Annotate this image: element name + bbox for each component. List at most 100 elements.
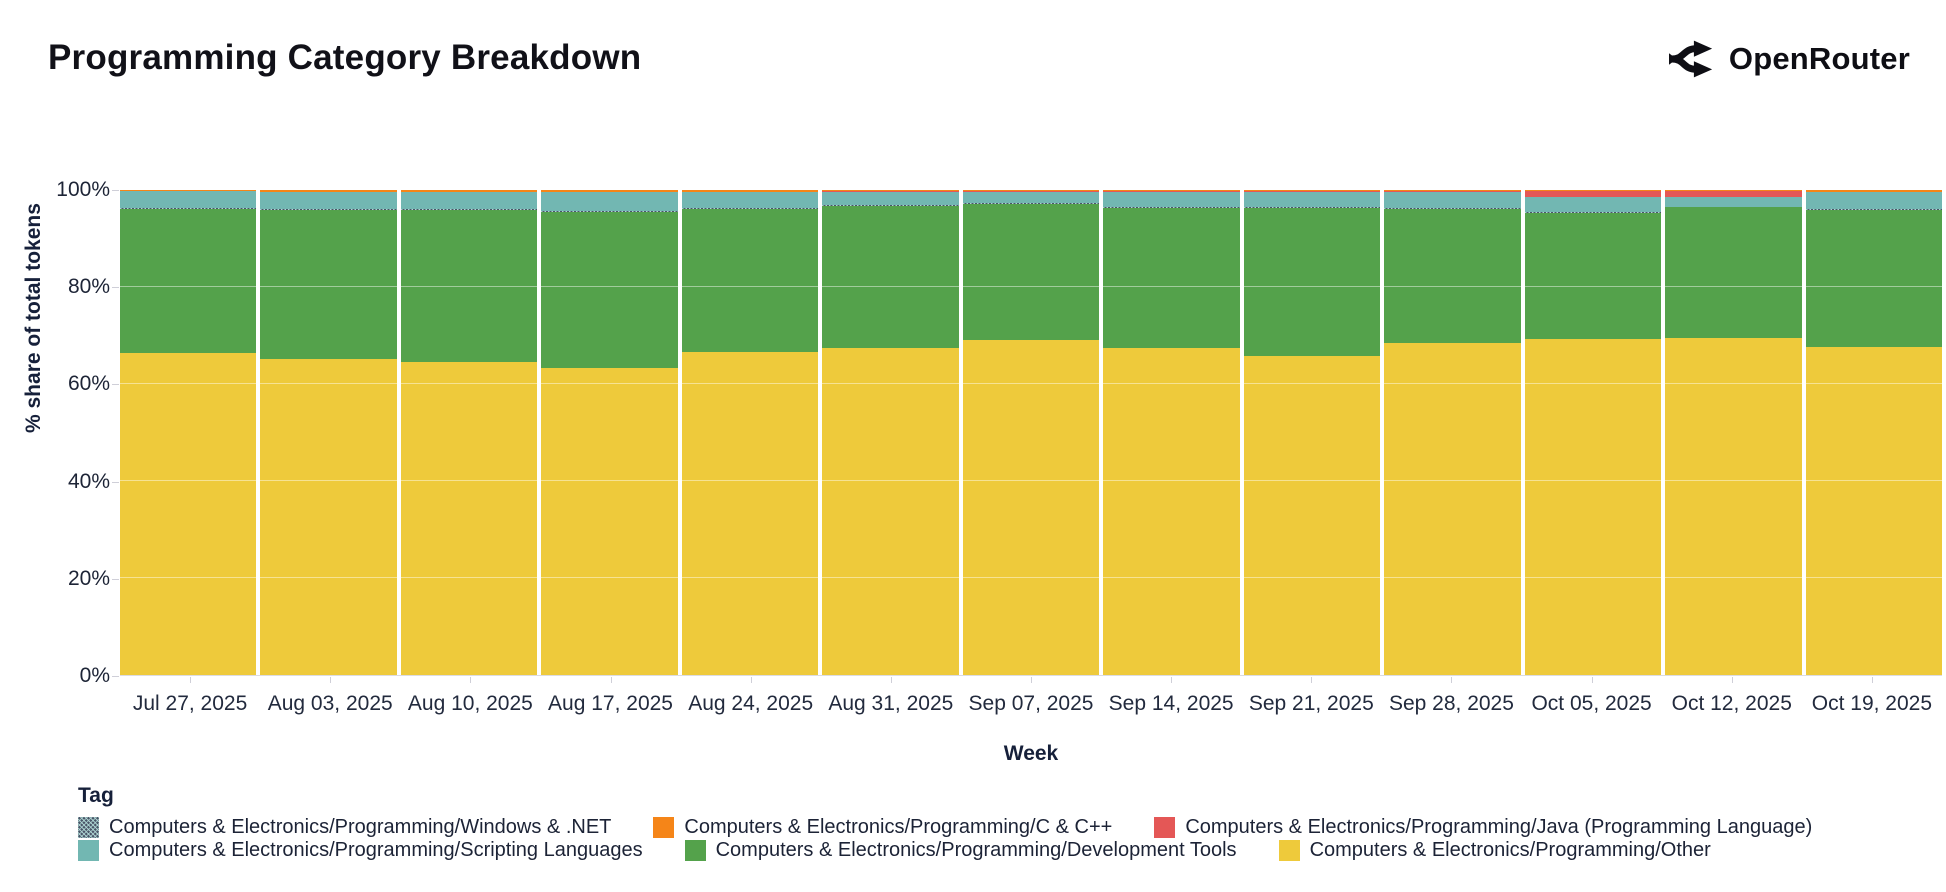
segment-c-cpp (400, 190, 538, 192)
segment-windows-net (822, 204, 959, 206)
x-tick-label-10: Sep 28, 2025 (1388, 692, 1514, 715)
x-tick-mark-7 (1031, 677, 1032, 683)
bar-oct-19-2025[interactable] (1805, 190, 1943, 675)
x-tick-label-13: Oct 19, 2025 (1811, 692, 1933, 715)
segment-windows-net (1103, 207, 1240, 208)
x-tick-label-9: Sep 21, 2025 (1248, 692, 1374, 715)
legend-title: Tag (78, 784, 114, 807)
x-tick-label-3: Aug 10, 2025 (407, 692, 533, 715)
x-tick-label-2: Aug 03, 2025 (267, 692, 393, 715)
segment-scripting-languages (1805, 192, 1943, 210)
segment-windows-net (400, 209, 538, 211)
legend-item-scripting-languages: Computers & Electronics/Programming/Scri… (78, 839, 643, 862)
y-tick-mark-60 (112, 384, 119, 386)
x-tick-mark-13 (1871, 677, 1873, 683)
segment-scripting-languages (1665, 196, 1802, 207)
legend-swatch-development-tools (684, 840, 706, 861)
segment-scripting-languages (120, 191, 257, 208)
segment-c-cpp (1384, 190, 1521, 192)
segment-scripting-languages (260, 192, 397, 209)
bar-aug-10-2025[interactable] (400, 190, 538, 675)
segment-java (1524, 191, 1662, 197)
bar-jul-27-2025[interactable] (120, 190, 257, 675)
openrouter-wordmark: OpenRouter (1728, 41, 1910, 76)
legend-swatch-c-cpp (653, 817, 675, 838)
segment-other (1384, 343, 1521, 675)
segment-other (541, 368, 678, 675)
legend-label-windows-net: Computers & Electronics/Programming/Wind… (109, 816, 612, 838)
x-tick-mark-6 (890, 677, 892, 683)
x-tick-mark-8 (1171, 677, 1173, 683)
x-tick-label-4: Aug 17, 2025 (548, 692, 673, 715)
segment-development-tools (681, 209, 819, 352)
segment-c-cpp (1524, 190, 1662, 191)
y-tick-label-100: 100% (56, 178, 110, 201)
segment-development-tools (1103, 207, 1240, 349)
bar-sep-21-2025[interactable] (1243, 190, 1381, 675)
bar-aug-03-2025[interactable] (260, 190, 397, 675)
legend-label-java: Computers & Electronics/Programming/Java… (1185, 816, 1813, 838)
segment-windows-net (1665, 206, 1802, 208)
segment-development-tools (962, 203, 1100, 340)
legend-swatch-windows-net (78, 817, 99, 838)
bar-sep-14-2025[interactable] (1103, 190, 1240, 675)
segment-other (1665, 337, 1802, 675)
x-tick-mark-10 (1451, 677, 1453, 683)
y-axis-title: % share of total tokens (22, 203, 45, 433)
x-tick-label-5: Aug 24, 2025 (688, 692, 814, 715)
legend-item-development-tools: Computers & Electronics/Programming/Deve… (684, 839, 1237, 862)
x-tick-mark-5 (750, 677, 752, 683)
segment-c-cpp (1243, 190, 1381, 192)
x-tick-label-6: Aug 31, 2025 (828, 692, 954, 715)
segment-c-cpp (1665, 190, 1802, 192)
bar-aug-17-2025[interactable] (541, 190, 678, 675)
bar-aug-24-2025[interactable] (681, 190, 819, 675)
segment-scripting-languages (1243, 191, 1381, 208)
segment-c-cpp (260, 190, 397, 192)
x-tick-mark-2 (330, 677, 332, 683)
segment-other (400, 361, 538, 675)
legend: Tag Computers & Electronics/Programming/… (78, 784, 1916, 862)
segment-scripting-languages (1384, 191, 1521, 208)
x-tick-label-11: Oct 05, 2025 (1531, 692, 1652, 715)
segment-scripting-languages (681, 192, 819, 209)
legend-item-other: Computers & Electronics/Programming/Othe… (1278, 839, 1711, 862)
y-tick-label-40: 40% (67, 469, 110, 493)
bar-oct-05-2025[interactable] (1524, 190, 1662, 675)
x-tick-label-12: Oct 12, 2025 (1671, 692, 1792, 715)
segment-other (1243, 355, 1381, 675)
segment-windows-net (1524, 212, 1662, 214)
y-tick-mark-100 (112, 190, 119, 191)
x-tick-mark-11 (1591, 677, 1593, 683)
segment-development-tools (1384, 208, 1521, 344)
bar-aug-31-2025[interactable] (822, 190, 959, 675)
bar-oct-12-2025[interactable] (1665, 190, 1802, 675)
segment-other (1103, 348, 1240, 675)
y-tick-mark-80 (112, 287, 119, 289)
segment-java (1665, 191, 1802, 197)
legend-rows: Computers & Electronics/Programming/Wind… (78, 816, 1916, 862)
segment-development-tools (1665, 207, 1802, 338)
openrouter-logo: OpenRouter (1668, 36, 1910, 82)
legend-item-c-cpp: Computers & Electronics/Programming/C & … (653, 816, 1112, 839)
segment-scripting-languages (541, 192, 678, 212)
bar-sep-07-2025[interactable] (962, 190, 1100, 675)
segment-c-cpp (120, 190, 257, 191)
y-tick-mark-0 (112, 676, 119, 677)
segment-windows-net (962, 202, 1100, 204)
legend-swatch-other (1278, 840, 1300, 861)
y-tick-label-80: 80% (67, 275, 110, 299)
segment-other (1524, 338, 1662, 675)
bar-sep-28-2025[interactable] (1384, 190, 1521, 675)
y-tick-mark-20 (112, 578, 119, 580)
segment-scripting-languages (1524, 196, 1662, 213)
segment-other (1805, 347, 1943, 675)
segment-development-tools (822, 205, 959, 349)
segment-other (260, 358, 397, 675)
segment-other (822, 348, 959, 675)
x-tick-mark-4 (610, 677, 612, 683)
x-tick-mark-9 (1311, 677, 1313, 683)
x-tick-label-7: Sep 07, 2025 (968, 692, 1094, 715)
legend-swatch-java (1154, 817, 1176, 838)
